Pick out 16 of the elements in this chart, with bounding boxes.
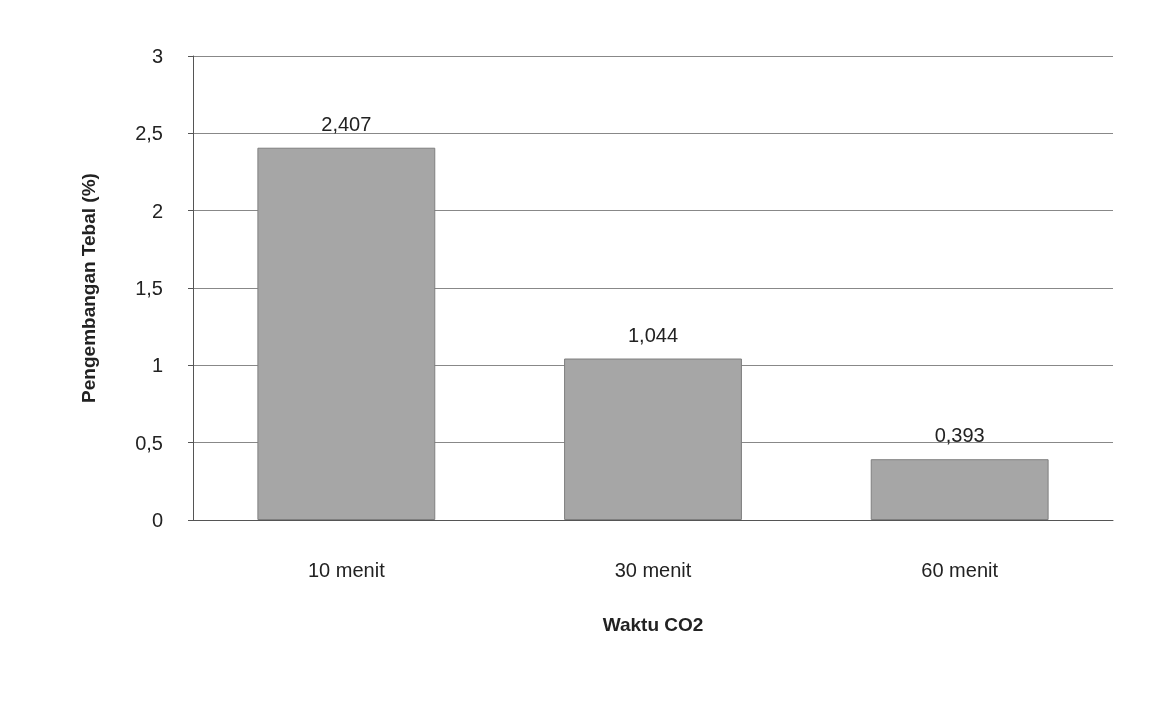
y-tick-label: 2,5 bbox=[135, 122, 163, 145]
x-tick-label: 10 menit bbox=[307, 559, 386, 581]
y-tick-label: 1,5 bbox=[135, 277, 163, 299]
x-tick-label: 30 menit bbox=[614, 559, 692, 581]
data-label: 2,407 bbox=[321, 112, 372, 135]
x-axis-title: Waktu CO2 bbox=[602, 614, 704, 635]
data-label: 0,393 bbox=[934, 424, 985, 447]
data-label: 1,044 bbox=[627, 323, 679, 346]
y-tick-label: 0,5 bbox=[135, 431, 163, 454]
y-tick-label: 2 bbox=[151, 199, 163, 222]
y-axis-title: Pengembangan Tebal (%) bbox=[78, 173, 99, 403]
y-tick-label: 0 bbox=[151, 509, 163, 531]
bar bbox=[870, 459, 1049, 520]
y-tick-label: 1 bbox=[151, 354, 163, 377]
y-tick-label: 3 bbox=[151, 45, 163, 67]
x-tick-label: 60 menit bbox=[921, 559, 999, 581]
